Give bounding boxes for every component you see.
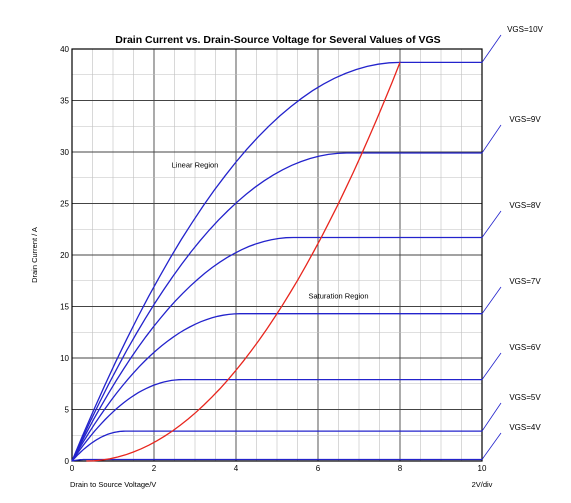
series-curves	[71, 61, 482, 462]
series-label: VGS=9V	[509, 115, 541, 124]
saturation-boundary-line	[86, 62, 401, 462]
series-line-vgs-7v	[71, 313, 482, 462]
series-label-leader	[481, 352, 502, 380]
x-tick-label: 0	[70, 464, 75, 473]
y-tick-label: 5	[65, 406, 70, 415]
region-annotation: Linear Region	[172, 160, 219, 169]
y-tick-label: 25	[60, 200, 69, 209]
series-label: VGS=4V	[509, 423, 541, 432]
series-line-vgs-5v	[71, 430, 482, 462]
y-tick-label: 10	[60, 354, 69, 363]
series-line-vgs-6v	[71, 378, 482, 462]
x-axis-label: Drain to Source Voltage/V	[70, 480, 156, 489]
series-label: VGS=10V	[507, 25, 543, 34]
series-label: VGS=7V	[509, 277, 541, 286]
series-line-vgs-8v	[71, 236, 482, 462]
series-line-vgs-10v	[71, 61, 482, 462]
y-tick-label: 30	[60, 148, 69, 157]
x-tick-label: 6	[316, 464, 321, 473]
chart-title: Drain Current vs. Drain-Source Voltage f…	[115, 34, 440, 46]
y-tick-label: 40	[60, 45, 69, 54]
series-label-leader	[481, 402, 502, 432]
x-tick-label: 4	[234, 464, 239, 473]
series-line-vgs-9v	[71, 152, 482, 462]
series-label-leader	[481, 286, 502, 314]
x-tick-label: 8	[398, 464, 403, 473]
y-tick-label: 15	[60, 303, 69, 312]
x-tick-label: 2	[152, 464, 157, 473]
y-tick-label: 20	[60, 251, 69, 260]
y-tick-label: 0	[65, 457, 70, 466]
series-labels: VGS=4V VGS=5V VGS=6V VGS=7V VGS=8V VGS=9V VGS=…	[481, 25, 544, 460]
region-annotations: Linear Region Saturation Region	[172, 160, 369, 300]
series-label: VGS=5V	[509, 393, 541, 402]
scale-note: 2V/div	[472, 480, 493, 489]
x-tick-label: 10	[478, 464, 487, 473]
region-annotation: Saturation Region	[308, 291, 368, 300]
series-label-leader	[481, 210, 502, 238]
series-label: VGS=8V	[509, 201, 541, 210]
series-label-leader	[481, 34, 502, 63]
series-label-leader	[481, 432, 502, 460]
plot-frame	[71, 48, 483, 462]
y-axis-label: Drain Current / A	[30, 227, 39, 283]
series-line-vgs-4v	[71, 458, 482, 462]
series-label-leader	[481, 124, 502, 154]
series-label: VGS=6V	[509, 343, 541, 352]
tick-labels: 0 2 4 6 8 10 0 5 10 15 20 25 30 35 40	[60, 45, 487, 473]
grid	[71, 48, 483, 462]
y-tick-label: 35	[60, 97, 69, 106]
